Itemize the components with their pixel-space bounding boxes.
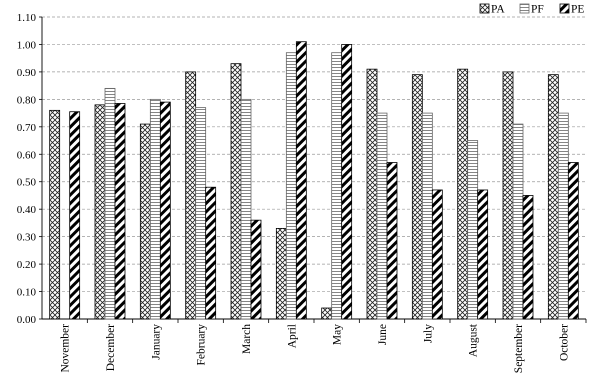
- bar-pf-july: [421, 112, 433, 320]
- legend-swatch-pe: [559, 3, 570, 14]
- x-tick-label: December: [105, 324, 117, 371]
- x-tick-label: May: [332, 324, 344, 345]
- y-tick-label: 0.60: [17, 149, 37, 161]
- bar-pf-december: [104, 87, 116, 320]
- y-tick-label: 0.50: [17, 177, 37, 189]
- x-tick-label: October: [558, 324, 570, 361]
- x-tick-label: January: [150, 324, 162, 360]
- y-tick-label: 0.80: [17, 94, 37, 106]
- x-tick-label: November: [60, 324, 72, 373]
- y-tick-label: 0.90: [17, 67, 37, 79]
- bar-pf-january: [149, 98, 161, 320]
- y-tick-label: 0.30: [17, 232, 37, 244]
- legend-label-pe: PE: [571, 4, 584, 16]
- x-tick-label: September: [513, 324, 525, 373]
- bar-pa-february: [185, 71, 197, 320]
- x-tick-label: February: [196, 324, 208, 366]
- bar-pe-december: [114, 103, 126, 320]
- bar-pa-july: [411, 74, 423, 320]
- bar-pe-april: [295, 41, 307, 320]
- bar-pe-march: [250, 219, 262, 320]
- bar-pa-april: [275, 227, 287, 320]
- bar-pf-october: [557, 112, 569, 320]
- bar-pe-february: [205, 186, 217, 320]
- y-tick-labels: 0.00 0.10 0.20 0.30 0.40 0.50 0.60 0.70 0.80 0.90…: [17, 12, 37, 326]
- legend-label-pa: PA: [491, 4, 505, 16]
- y-tick-label: 0.00: [17, 314, 37, 326]
- bar-pa-august: [457, 68, 469, 320]
- y-tick-label: 0.40: [17, 204, 37, 216]
- bar-pe-november: [69, 111, 81, 320]
- bar-pe-september: [522, 195, 534, 320]
- bars: [49, 41, 579, 320]
- legend-label-pf: PF: [531, 4, 544, 16]
- x-tick-label: March: [241, 324, 253, 354]
- y-tick-label: 1.00: [17, 39, 37, 51]
- y-tick-label: 0.10: [17, 287, 37, 299]
- gridlines: [42, 16, 586, 292]
- bar-pe-may: [341, 44, 353, 320]
- x-tick-label: July: [422, 324, 434, 343]
- bar-pe-october: [567, 162, 579, 320]
- bar-pa-january: [139, 123, 151, 320]
- bar-pf-august: [467, 140, 479, 320]
- y-tick-label: 0.20: [17, 259, 37, 271]
- axes: [39, 16, 587, 323]
- x-tick-label: June: [377, 324, 389, 345]
- bar-pf-june: [376, 112, 388, 320]
- x-tick-label: August: [468, 323, 480, 357]
- legend-swatch-pa: [479, 3, 490, 14]
- legend-swatch-pf: [519, 3, 530, 14]
- y-tick-label: 1.10: [17, 12, 37, 24]
- bar-pf-march: [240, 98, 252, 320]
- x-tick-label: April: [286, 324, 298, 348]
- bar-pa-october: [547, 74, 559, 320]
- bar-pe-january: [159, 101, 171, 320]
- bar-pa-march: [230, 63, 242, 320]
- bar-pa-june: [366, 68, 378, 320]
- bar-pe-june: [386, 162, 398, 320]
- y-tick-label: 0.70: [17, 122, 37, 134]
- bar-pf-february: [195, 107, 207, 320]
- bar-pf-september: [512, 123, 524, 320]
- bar-pf-april: [285, 52, 297, 320]
- x-tick-labels: November December January February March Apri…: [60, 323, 571, 373]
- bar-pa-november: [49, 109, 61, 320]
- bar-pa-september: [502, 71, 514, 320]
- legend: PA PF PE: [479, 3, 584, 16]
- bar-pa-december: [94, 104, 106, 320]
- bar-pf-may: [331, 52, 343, 320]
- bar-pa-may: [321, 307, 333, 320]
- bar-pe-august: [477, 189, 489, 320]
- bar-pe-july: [431, 189, 443, 320]
